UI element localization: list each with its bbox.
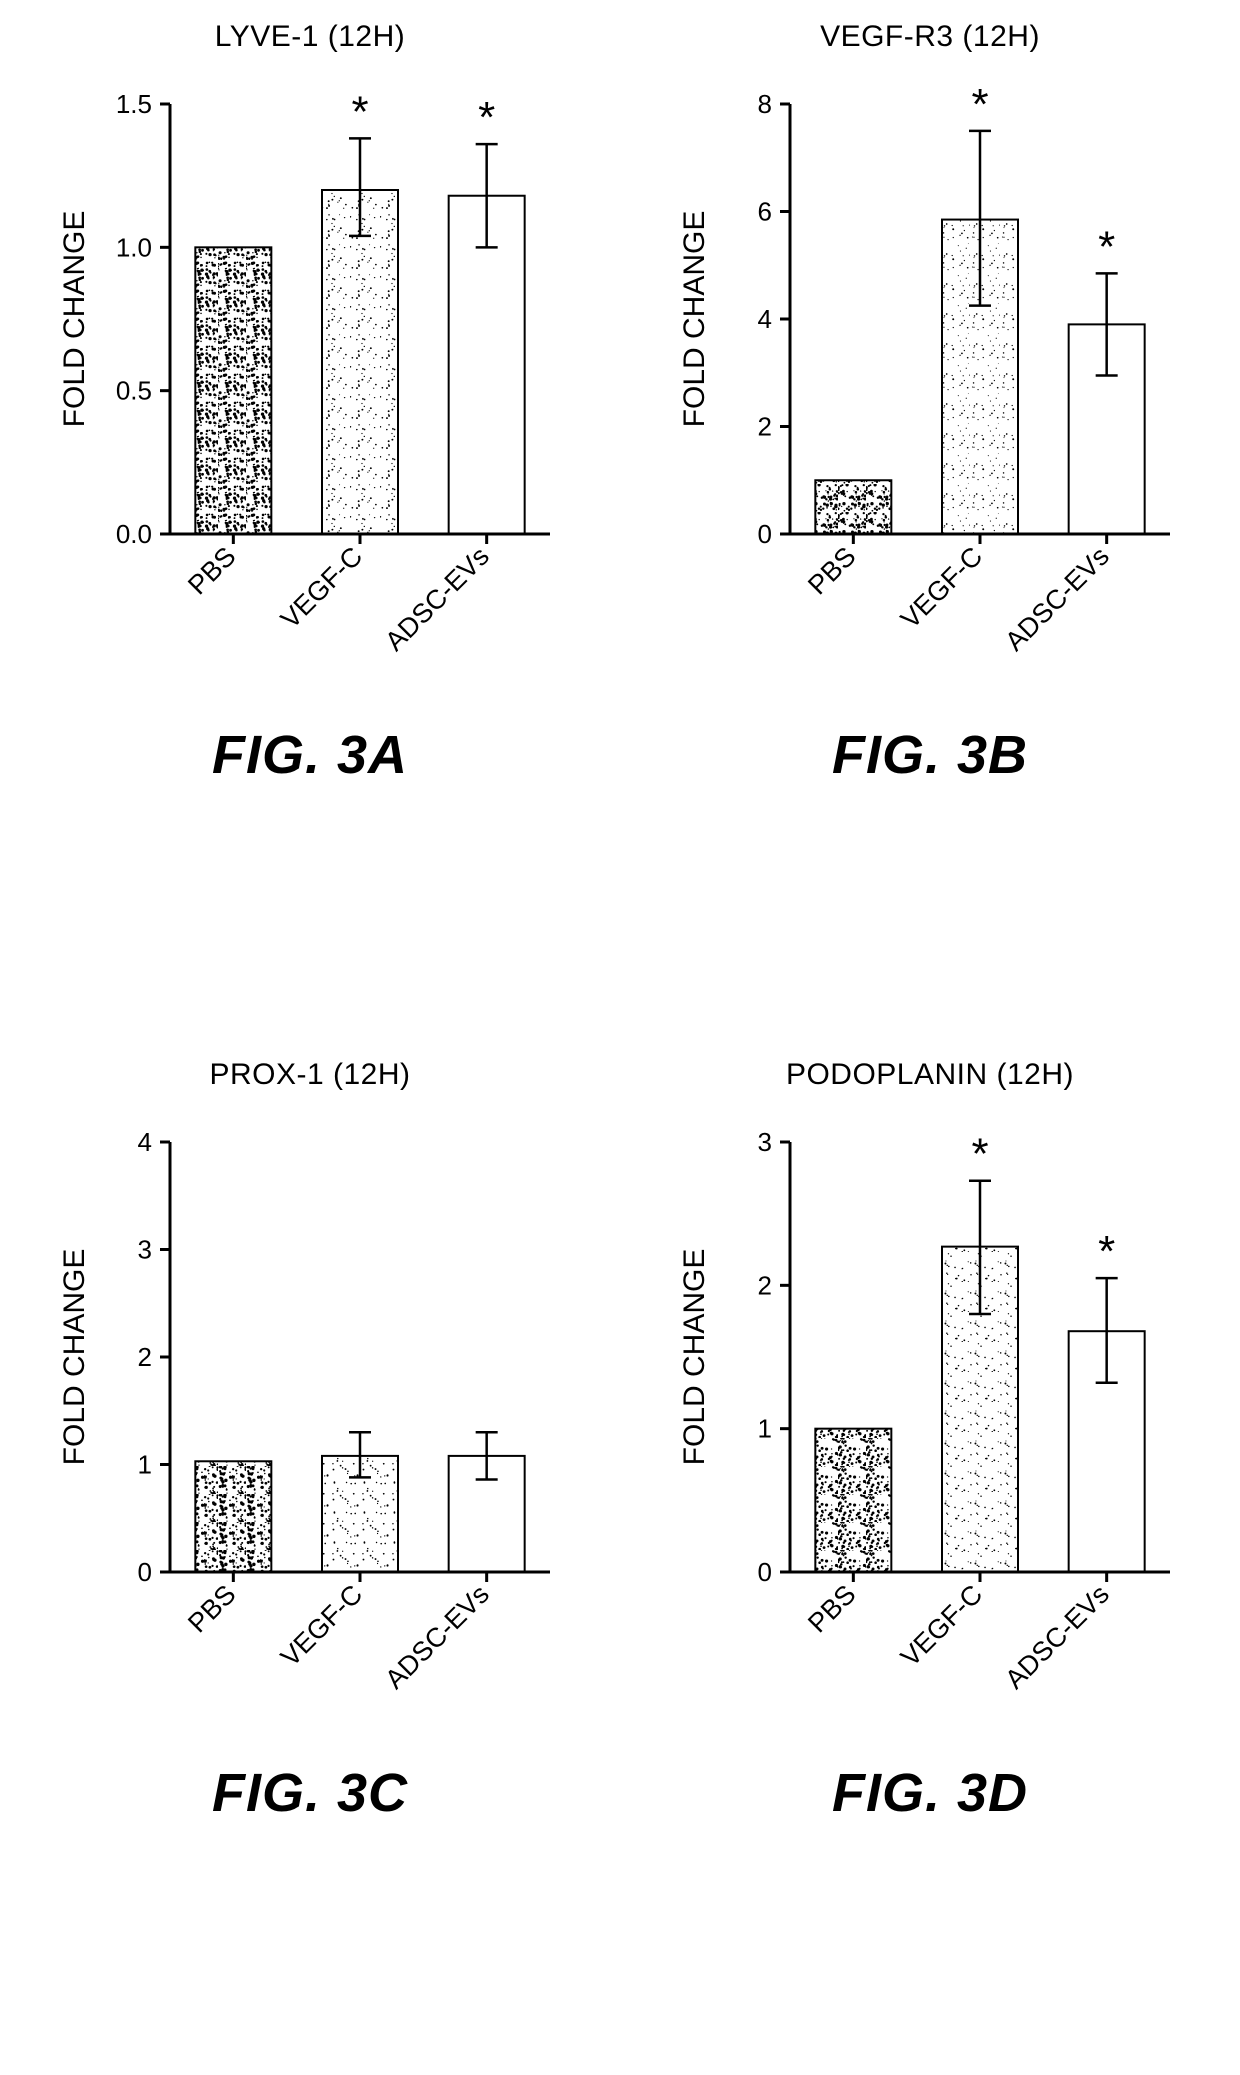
panel-A: LYVE-1 (12H) 0.0 0.5 1.0 1.5 PBS VEGF-C * ADSC-E… (20, 20, 600, 1018)
ytick-label: 3 (758, 1127, 772, 1157)
chart: 0 1 2 3 PBS VEGF-C * ADSC-EVs * FOLD CHANGE (670, 1102, 1190, 1722)
bar (322, 190, 398, 534)
significance-marker: * (351, 87, 368, 136)
ytick-label: 0.5 (116, 376, 152, 406)
ytick-label: 1.5 (116, 89, 152, 119)
panel-title: PROX-1 (12H) (209, 1058, 410, 1092)
ytick-label: 4 (758, 304, 772, 334)
bar (195, 247, 271, 534)
figure-label: FIG. 3C (212, 1762, 408, 1824)
bar (815, 1428, 891, 1571)
ytick-label: 8 (758, 89, 772, 119)
ytick-label: 0 (758, 519, 772, 549)
ylabel: FOLD CHANGE (678, 211, 711, 428)
panel-title: VEGF-R3 (12H) (820, 20, 1040, 54)
chart: 0 1 2 3 4 PBS VEGF-CADSC-EVs FOLD CHANGE (50, 1102, 570, 1722)
ytick-label: 3 (138, 1234, 152, 1264)
bar (815, 480, 891, 534)
ytick-label: 1.0 (116, 232, 152, 262)
ytick-label: 2 (138, 1342, 152, 1372)
xtick-label: VEGF-C (895, 541, 988, 634)
ytick-label: 6 (758, 197, 772, 227)
ytick-label: 1 (138, 1449, 152, 1479)
xtick-label: VEGF-C (275, 1579, 368, 1672)
chart: 0.0 0.5 1.0 1.5 PBS VEGF-C * ADSC-EVs * FOLD CHAN… (50, 64, 570, 684)
ytick-label: 2 (758, 1270, 772, 1300)
xtick-label: PBS (182, 1579, 241, 1638)
significance-marker: * (1098, 222, 1115, 271)
significance-marker: * (478, 93, 495, 142)
ytick-label: 4 (138, 1127, 152, 1157)
xtick-label: ADSC-EVs (999, 1579, 1115, 1695)
figure-label: FIG. 3A (212, 724, 408, 786)
ytick-label: 0 (138, 1557, 152, 1587)
significance-marker: * (1098, 1227, 1115, 1276)
ylabel: FOLD CHANGE (58, 1248, 91, 1465)
panel-B: VEGF-R3 (12H) 0 2 4 6 8 PBS VEGF-C * ADSC-EVs * FOL… (640, 20, 1220, 1018)
xtick-label: PBS (802, 1579, 861, 1638)
xtick-label: ADSC-EVs (379, 1579, 495, 1695)
ytick-label: 0 (758, 1557, 772, 1587)
panel-D: PODOPLANIN (12H) 0 1 2 3 PBS VEGF-C * ADSC-EVs * F… (640, 1058, 1220, 2056)
panel-C: PROX-1 (12H) 0 1 2 3 4 PBS VEGF-CADSC-EVs FOLD C… (20, 1058, 600, 2056)
bar (195, 1461, 271, 1572)
ytick-label: 2 (758, 412, 772, 442)
significance-marker: * (971, 80, 988, 129)
xtick-label: PBS (182, 541, 241, 600)
panel-title: LYVE-1 (12H) (215, 20, 406, 54)
chart: 0 2 4 6 8 PBS VEGF-C * ADSC-EVs * FOLD CHANGE (670, 64, 1190, 684)
xtick-label: PBS (802, 541, 861, 600)
xtick-label: ADSC-EVs (999, 541, 1115, 657)
ytick-label: 0.0 (116, 519, 152, 549)
xtick-label: VEGF-C (275, 541, 368, 634)
panel-title: PODOPLANIN (12H) (786, 1058, 1074, 1092)
figure-label: FIG. 3D (832, 1762, 1028, 1824)
ytick-label: 1 (758, 1413, 772, 1443)
figure-label: FIG. 3B (832, 724, 1028, 786)
significance-marker: * (971, 1129, 988, 1178)
xtick-label: ADSC-EVs (379, 541, 495, 657)
ylabel: FOLD CHANGE (678, 1248, 711, 1465)
ylabel: FOLD CHANGE (58, 211, 91, 428)
xtick-label: VEGF-C (895, 1579, 988, 1672)
